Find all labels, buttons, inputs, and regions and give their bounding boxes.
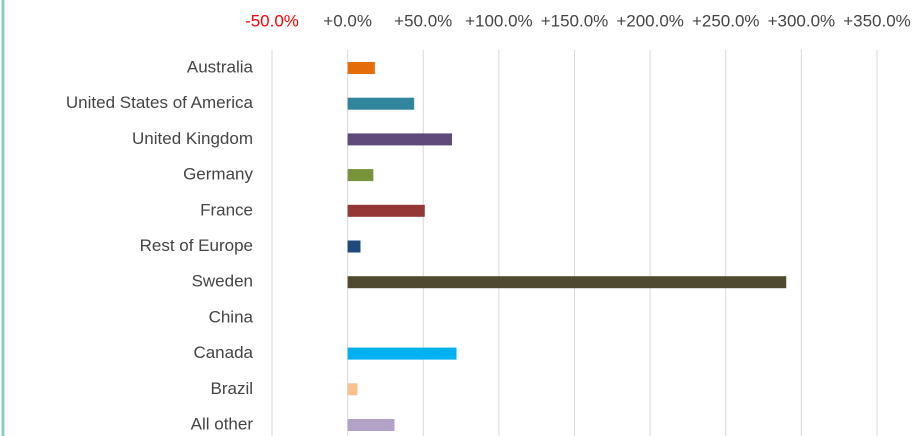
y-tick-label: Germany [183,165,253,184]
bar [347,240,361,253]
x-tick-label: +200.0% [616,11,684,30]
bar [347,383,358,396]
bar [347,276,787,289]
x-tick-label: -50.0% [245,11,299,30]
y-tick-label: United States of America [66,93,254,112]
y-tick-label: France [200,200,253,219]
y-tick-label: Canada [193,343,253,362]
x-tick-label: +250.0% [692,11,760,30]
x-tick-label: +50.0% [394,11,452,30]
x-tick-label: +150.0% [541,11,609,30]
bar [347,169,374,182]
bar [347,133,452,146]
y-tick-label: Sweden [192,272,253,291]
bar [347,204,425,217]
y-tick-label: Brazil [210,379,253,398]
y-tick-label: All other [191,414,254,433]
bar [347,347,457,360]
x-tick-label: +0.0% [323,11,372,30]
bar [347,419,395,431]
y-tick-label: United Kingdom [132,129,253,148]
x-tick-label: +350.0% [843,11,911,30]
bar [347,62,375,74]
y-tick-label: China [209,307,254,326]
x-tick-label: +300.0% [768,11,836,30]
y-tick-label: Australia [187,57,254,76]
y-tick-label: Rest of Europe [140,236,253,255]
bar [347,97,415,110]
x-tick-label: +100.0% [465,11,533,30]
